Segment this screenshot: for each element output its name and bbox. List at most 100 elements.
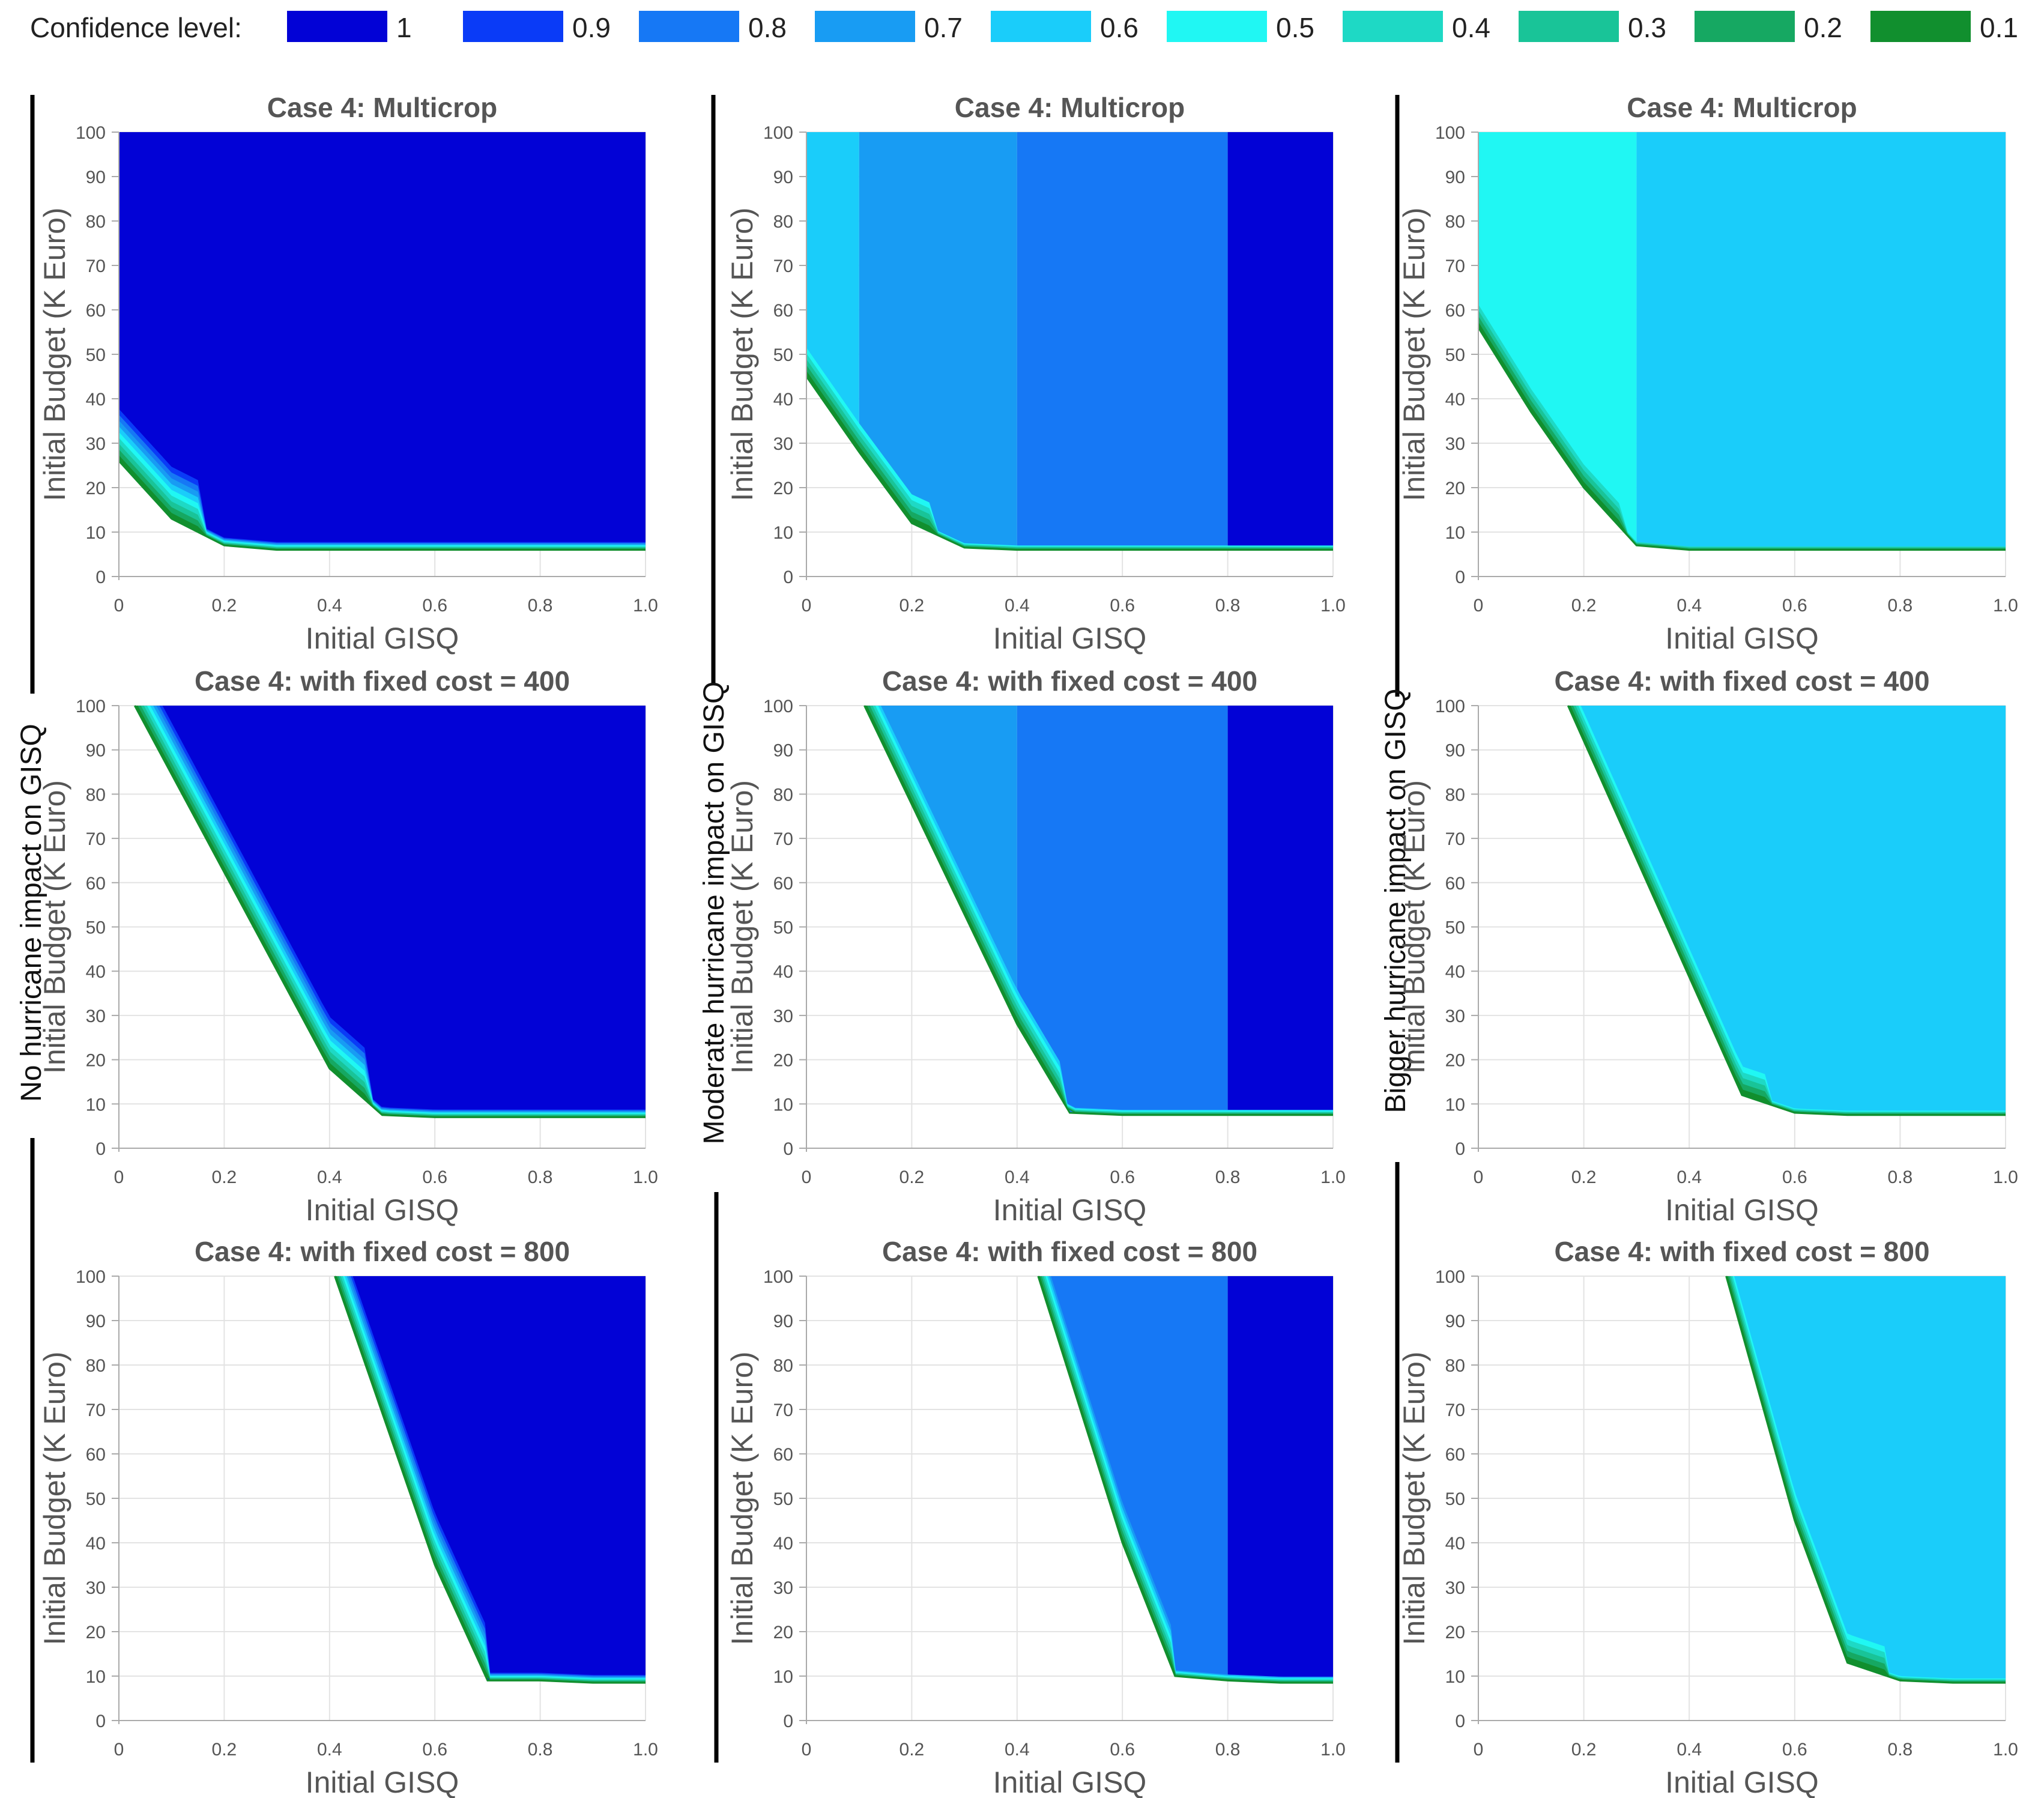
y-tick-label: 10 — [1445, 1667, 1465, 1687]
x-tick-label: 0 — [1474, 1167, 1484, 1187]
chart-title: Case 4: with fixed cost = 400 — [1554, 665, 1929, 697]
y-axis-label: Initial Budget (K Euro) — [725, 207, 759, 501]
confidence-region — [1038, 1276, 1333, 1683]
y-tick-label: 80 — [1445, 1356, 1465, 1376]
legend-entry-label: 1 — [396, 12, 412, 43]
x-tick-label: 1.0 — [633, 596, 658, 616]
y-tick-label: 30 — [86, 434, 106, 454]
chart-title: Case 4: with fixed cost = 800 — [882, 1236, 1257, 1267]
chart-panel: 0 10 20 30 40 50 60 70 80 90 100 0 0.2 0.4 0.6 0.8 1.0 Ca… — [725, 92, 1346, 655]
y-tick-label: 80 — [1445, 212, 1465, 232]
legend-entry-label: 0.2 — [1804, 12, 1842, 43]
y-tick-label: 0 — [783, 1712, 793, 1731]
chart-panel: 0 10 20 30 40 50 60 70 80 90 100 0 0.2 0.4 0.6 0.8 1.0 Ca… — [725, 665, 1346, 1227]
y-axis-label: Initial Budget (K Euro) — [725, 1351, 759, 1645]
x-tick-label: 0.2 — [212, 1167, 237, 1187]
y-tick-label: 70 — [86, 1400, 106, 1420]
x-tick-label: 0.8 — [528, 596, 553, 616]
y-tick-label: 10 — [86, 523, 106, 543]
y-tick-label: 50 — [86, 918, 106, 938]
x-axis-label: Initial GISQ — [1665, 1766, 1819, 1798]
y-tick-label: 70 — [773, 829, 793, 849]
chart-title: Case 4: Multicrop — [955, 92, 1185, 123]
y-tick-label: 80 — [773, 212, 793, 232]
y-tick-label: 30 — [1445, 1006, 1465, 1026]
x-tick-label: 0 — [802, 596, 812, 616]
x-tick-label: 0.6 — [1782, 1740, 1807, 1760]
legend-entry-label: 0.8 — [748, 12, 787, 43]
y-tick-label: 40 — [773, 962, 793, 982]
y-tick-label: 80 — [86, 212, 106, 232]
y-tick-label: 30 — [773, 1006, 793, 1026]
y-tick-label: 50 — [1445, 1489, 1465, 1509]
legend-swatch — [287, 11, 387, 42]
confidence-zone — [1227, 706, 1333, 1115]
legend-swatch — [1519, 11, 1619, 42]
x-tick-label: 1.0 — [633, 1167, 658, 1187]
y-tick-label: 40 — [773, 1534, 793, 1554]
x-tick-label: 0.4 — [1005, 1740, 1030, 1760]
feasibility-boundary — [1567, 705, 2006, 1116]
y-tick-label: 90 — [86, 168, 106, 187]
y-tick-label: 70 — [1445, 829, 1465, 849]
y-tick-label: 30 — [773, 1578, 793, 1598]
x-tick-label: 0.6 — [422, 1167, 447, 1187]
confidence-region — [334, 1276, 646, 1683]
x-axis-label: Initial GISQ — [993, 1766, 1147, 1798]
y-tick-label: 100 — [76, 1267, 106, 1287]
legend-entry-label: 0.6 — [1100, 12, 1138, 43]
x-axis-label: Initial GISQ — [993, 622, 1147, 655]
x-tick-label: 0.6 — [1782, 1167, 1807, 1187]
y-tick-label: 50 — [86, 1489, 106, 1509]
y-tick-label: 40 — [86, 390, 106, 410]
legend-entry-label: 0.7 — [924, 12, 963, 43]
y-tick-label: 50 — [1445, 918, 1465, 938]
y-tick-label: 90 — [773, 1312, 793, 1331]
chart-panel: 0 10 20 30 40 50 60 70 80 90 100 0 0.2 0.4 0.6 0.8 1.0 Ca… — [38, 665, 658, 1227]
feasibility-boundary — [1037, 1276, 1333, 1684]
x-tick-label: 0.8 — [1888, 1740, 1913, 1760]
confidence-region — [135, 706, 646, 1118]
y-tick-label: 80 — [773, 785, 793, 805]
y-tick-label: 40 — [86, 962, 106, 982]
y-tick-label: 100 — [763, 123, 793, 143]
confidence-region — [119, 132, 646, 550]
y-tick-label: 90 — [1445, 1312, 1465, 1331]
x-tick-label: 1.0 — [1993, 1167, 2018, 1187]
x-tick-label: 0.6 — [1110, 1740, 1135, 1760]
y-tick-label: 90 — [773, 741, 793, 761]
y-tick-label: 60 — [773, 874, 793, 894]
y-tick-label: 0 — [1455, 1139, 1465, 1159]
y-axis-label: Initial Budget (K Euro) — [1397, 780, 1431, 1074]
chart-title: Case 4: Multicrop — [1627, 92, 1857, 123]
y-tick-label: 70 — [773, 1400, 793, 1420]
y-tick-label: 10 — [86, 1667, 106, 1687]
x-tick-label: 1.0 — [1320, 1167, 1346, 1187]
x-axis-label: Initial GISQ — [1665, 622, 1819, 655]
x-tick-label: 0.8 — [1888, 596, 1913, 616]
confidence-zone — [1227, 1276, 1333, 1683]
x-tick-label: 0 — [802, 1740, 812, 1760]
x-tick-label: 0.8 — [1888, 1167, 1913, 1187]
y-tick-label: 20 — [86, 1051, 106, 1071]
row-label-no-hurricane: No hurricane impact on GISQ — [16, 724, 47, 1102]
y-tick-label: 0 — [783, 568, 793, 587]
legend-entry-label: 0.4 — [1452, 12, 1490, 43]
y-tick-label: 10 — [1445, 1095, 1465, 1115]
y-tick-label: 10 — [1445, 523, 1465, 543]
y-tick-label: 10 — [773, 1667, 793, 1687]
y-axis-label: Initial Budget (K Euro) — [1397, 207, 1431, 501]
chart-title: Case 4: Multicrop — [267, 92, 497, 123]
y-tick-label: 90 — [1445, 168, 1465, 187]
y-tick-label: 20 — [773, 1623, 793, 1642]
confidence-zone — [1017, 706, 1228, 1115]
x-tick-label: 0.6 — [1110, 1167, 1135, 1187]
y-tick-label: 100 — [1435, 1267, 1465, 1287]
confidence-zone — [1227, 132, 1333, 550]
feasibility-boundary — [118, 460, 646, 551]
y-tick-label: 100 — [763, 697, 793, 716]
y-tick-label: 60 — [1445, 301, 1465, 321]
y-tick-label: 90 — [1445, 741, 1465, 761]
x-tick-label: 0.4 — [317, 596, 342, 616]
y-tick-label: 60 — [1445, 874, 1465, 894]
